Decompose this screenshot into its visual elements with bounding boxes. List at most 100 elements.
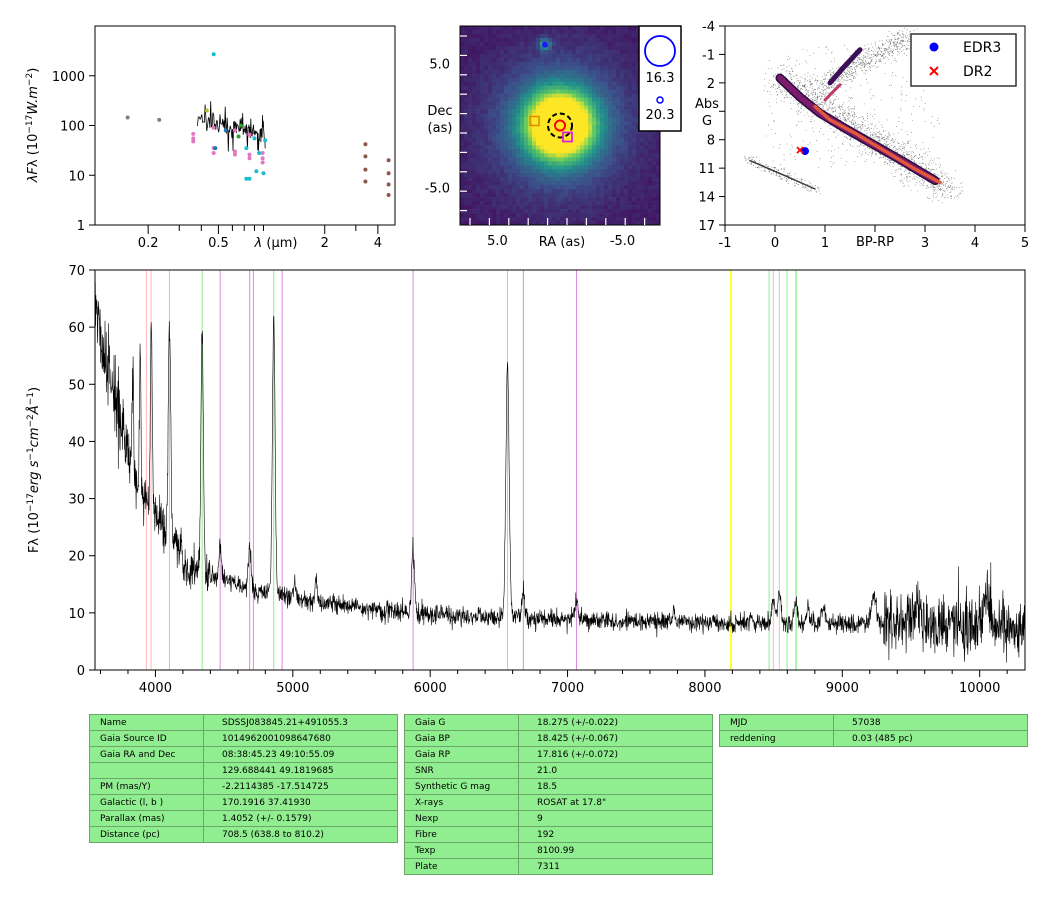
image-pixel [508, 173, 513, 178]
image-pixel [636, 26, 641, 31]
image-pixel [592, 85, 597, 90]
image-pixel [584, 157, 589, 162]
image-pixel [608, 189, 613, 194]
image-pixel [604, 109, 609, 114]
image-pixel [572, 201, 577, 206]
image-pixel [616, 97, 621, 102]
image-pixel [524, 201, 529, 206]
image-pixel [492, 125, 497, 130]
image-pixel [504, 173, 509, 178]
image-pixel [508, 33, 513, 39]
image-pixel [464, 69, 469, 75]
image-pixel [548, 205, 553, 210]
sed-point [211, 52, 216, 57]
image-pixel [572, 81, 577, 86]
image-pixel [560, 41, 565, 47]
image-pixel [544, 26, 549, 31]
image-pixel [520, 85, 525, 90]
image-pixel [596, 61, 601, 67]
image-pixel [576, 113, 581, 118]
image-pixel [568, 29, 573, 35]
image-pixel [516, 81, 521, 86]
image-pixel [640, 213, 645, 218]
image-pixel [576, 129, 581, 134]
image-pixel [528, 189, 533, 194]
image-pixel [492, 197, 497, 202]
image-pixel [544, 205, 549, 210]
image-pixel [544, 153, 549, 158]
cmd-legend-edr3-label: EDR3 [963, 40, 1001, 56]
image-pixel [624, 137, 629, 142]
sed-point [260, 151, 265, 156]
image-pixel [460, 205, 465, 210]
image-pixel [608, 193, 613, 198]
image-pixel [584, 189, 589, 194]
image-pixel [592, 205, 597, 210]
image-pixel [520, 173, 525, 178]
image-pixel [616, 125, 621, 130]
sed-point [223, 128, 228, 133]
image-pixel [532, 221, 537, 226]
image-pixel [560, 117, 565, 122]
image-pixel [564, 221, 569, 226]
image-pixel [460, 85, 465, 90]
image-pixel [492, 45, 497, 51]
image-pixel [472, 101, 477, 106]
image-pixel [540, 101, 545, 106]
image-pixel [524, 149, 529, 154]
image-pixel [516, 29, 521, 35]
image-pixel [644, 217, 649, 222]
image-pixel [616, 85, 621, 90]
image-pixel [524, 61, 529, 67]
image-pixel [492, 69, 497, 75]
image-pixel [596, 181, 601, 186]
image-pixel [560, 113, 565, 118]
image-pixel [524, 129, 529, 134]
image-pixel [592, 177, 597, 182]
image-pixel [556, 137, 561, 142]
image-pixel [652, 185, 657, 190]
image-pixel [588, 221, 593, 226]
image-pixel [496, 73, 501, 79]
image-pixel [568, 161, 573, 166]
image-pixel [640, 193, 645, 198]
image-pixel [516, 185, 521, 190]
image-pixel [492, 141, 497, 146]
image-pixel [584, 125, 589, 130]
image-pixel [636, 117, 641, 122]
image-pixel [560, 97, 565, 102]
image-pixel [612, 169, 617, 174]
image-pixel [472, 181, 477, 186]
image-pixel [496, 153, 501, 158]
image-pixel [460, 117, 465, 122]
image-pixel [636, 53, 641, 59]
image-pixel [516, 177, 521, 182]
image-pixel [656, 169, 661, 174]
image-pixel [464, 173, 469, 178]
image-pixel [472, 33, 477, 39]
image-pixel [648, 173, 653, 178]
image-pixel [544, 169, 549, 174]
image-pixel [528, 85, 533, 90]
image-pixel [548, 145, 553, 150]
image-pixel [628, 105, 633, 110]
image-pixel [632, 61, 637, 67]
image-pixel [584, 145, 589, 150]
image-pixel [484, 157, 489, 162]
image-pixel [592, 61, 597, 67]
image-pixel [564, 81, 569, 86]
image-pixel [460, 133, 465, 138]
image-pixel [624, 117, 629, 122]
image-y-tick-label: 5.0 [429, 57, 450, 72]
image-pixel [500, 33, 505, 39]
image-pixel [504, 85, 509, 90]
image-pixel [616, 29, 621, 35]
image-pixel [648, 157, 653, 162]
image-pixel [500, 26, 505, 31]
image-pixel [480, 69, 485, 75]
image-pixel [556, 53, 561, 59]
image-pixel [640, 201, 645, 206]
image-pixel [636, 213, 641, 218]
image-pixel [568, 69, 573, 75]
image-pixel [632, 197, 637, 202]
